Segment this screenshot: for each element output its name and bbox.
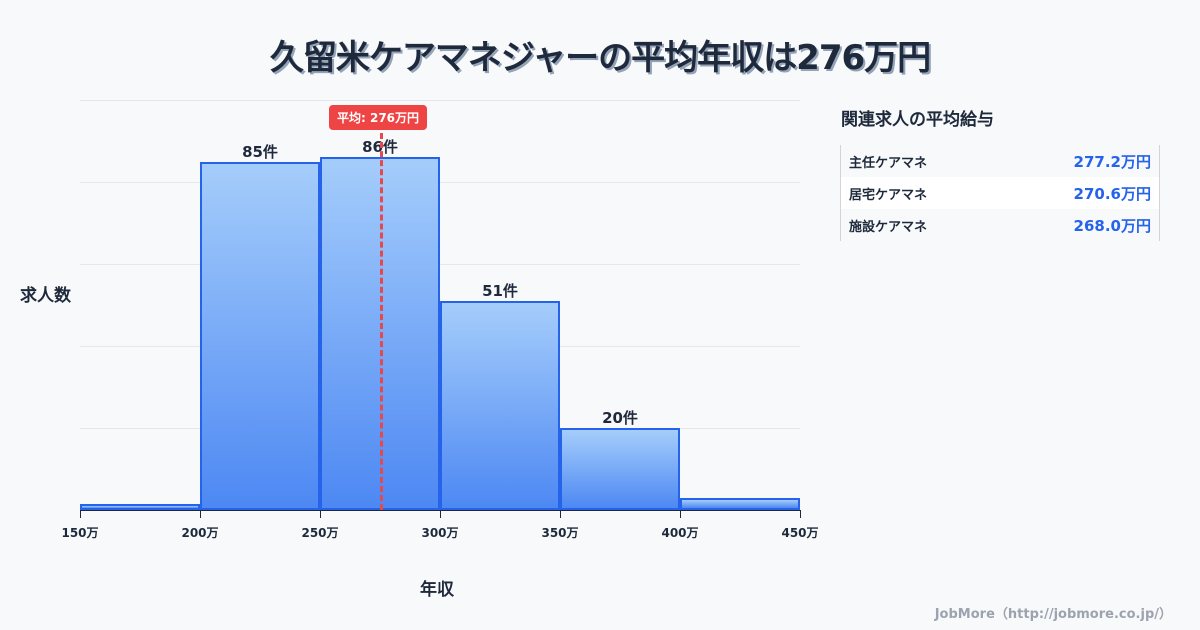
- table-row: 主任ケアマネ 277.2万円: [841, 145, 1159, 177]
- histogram-bar: [440, 300, 560, 510]
- x-tick-label: 400万: [661, 526, 699, 540]
- mean-line: [380, 133, 383, 510]
- table-row: 施設ケアマネ 268.0万円: [841, 209, 1159, 241]
- job-salary: 277.2万円: [1073, 152, 1151, 171]
- x-tick: [80, 510, 81, 518]
- table-row: 居宅ケアマネ 270.6万円: [841, 177, 1159, 209]
- gridline: [80, 100, 800, 101]
- bar-value-label: 85件: [242, 142, 278, 161]
- x-tick: [680, 510, 681, 518]
- side-panel-title: 関連求人の平均給与: [841, 110, 994, 130]
- footer-credit: JobMore（http://jobmore.co.jp/）: [934, 607, 1172, 622]
- histogram-bar: [80, 504, 200, 510]
- histogram-bar: [680, 497, 800, 510]
- related-salary-table: 主任ケアマネ 277.2万円 居宅ケアマネ 270.6万円 施設ケアマネ 268…: [840, 145, 1160, 241]
- y-axis-label: 求人数: [20, 286, 71, 306]
- bar-value-label: 20件: [602, 409, 638, 427]
- x-tick: [440, 510, 441, 518]
- x-axis-label: 年収: [420, 580, 454, 600]
- x-tick-label: 200万: [181, 526, 219, 540]
- job-salary: 268.0万円: [1073, 216, 1151, 235]
- histogram-bar: [200, 161, 320, 510]
- gridline: [80, 264, 800, 265]
- x-tick: [560, 510, 561, 518]
- job-name: 居宅ケアマネ: [849, 187, 928, 203]
- bar-value-label: 51件: [482, 281, 518, 300]
- x-tick-label: 350万: [541, 526, 579, 540]
- job-name: 施設ケアマネ: [849, 219, 928, 235]
- x-tick: [800, 510, 801, 518]
- plot-area: 85件 86件 51件 20件: [80, 100, 800, 510]
- x-tick-label: 250万: [301, 526, 339, 540]
- chart-title: 久留米ケアマネジャーの平均年収は276万円: [269, 38, 931, 78]
- x-tick: [320, 510, 321, 518]
- job-salary: 270.6万円: [1073, 184, 1151, 203]
- x-tick-label: 300万: [421, 526, 459, 540]
- mean-badge: 平均: 276万円: [329, 105, 428, 130]
- x-tick-label: 450万: [781, 526, 819, 540]
- x-tick: [200, 510, 201, 518]
- gridline: [80, 182, 800, 183]
- job-name: 主任ケアマネ: [849, 155, 928, 171]
- x-tick-label: 150万: [61, 526, 99, 540]
- histogram-bar: [560, 428, 680, 510]
